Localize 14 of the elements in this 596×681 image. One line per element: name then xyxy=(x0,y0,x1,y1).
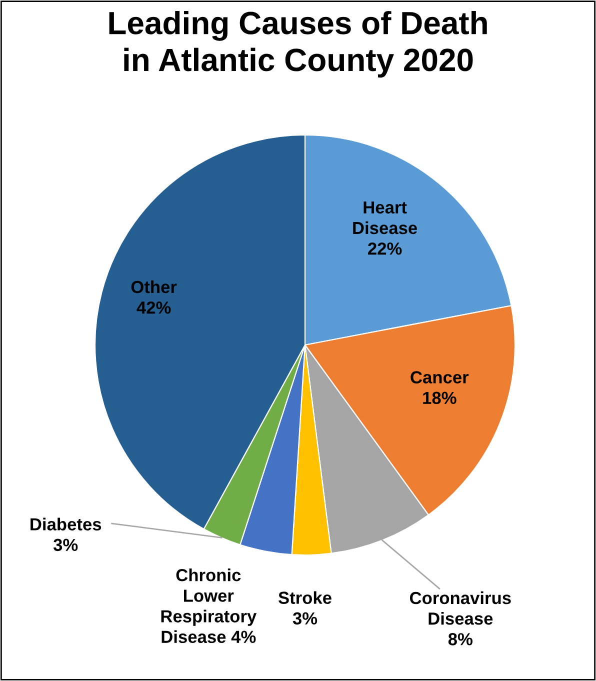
slice-label: Stroke xyxy=(278,591,332,604)
data-label: 3% xyxy=(292,612,318,625)
slice-label: Cancer xyxy=(410,371,469,384)
slice-label: Other xyxy=(131,280,177,294)
slice-label: Heart Disease xyxy=(353,201,418,234)
data-label: 3% xyxy=(53,538,78,552)
chart-title: Leading Causes of Death in Atlantic County 2020 xyxy=(109,10,487,78)
slice-label: Diabetes xyxy=(30,518,102,530)
data-label: 18% xyxy=(423,392,456,404)
slice-label: Chronic Lower Respiratory Disease 4% xyxy=(161,568,257,644)
data-label: 8% xyxy=(448,633,472,646)
data-label: 22% xyxy=(368,242,402,255)
data-label: 42% xyxy=(136,301,171,314)
slice-label: Coronavirus Disease xyxy=(410,591,511,625)
